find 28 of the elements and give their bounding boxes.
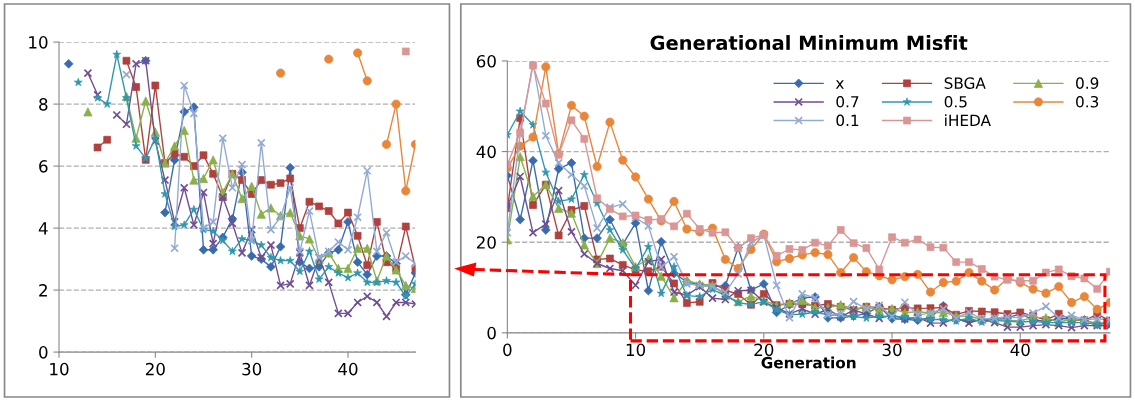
- y-tick-label: 6: [39, 160, 48, 173]
- legend-label: x: [835, 80, 844, 89]
- chart-title: Generational Minimum Misfit: [650, 35, 968, 51]
- x-axis-title: Generation: [761, 356, 856, 369]
- y-tick-label: 0: [487, 326, 496, 340]
- y-tick-label: 4: [38, 222, 48, 235]
- x-tick-label: 0: [503, 343, 512, 357]
- x-tick-label: 10: [626, 343, 646, 357]
- y-tick-label: 60: [476, 54, 496, 68]
- x-tick-label: 30: [242, 362, 262, 376]
- x-tick-label: 10: [50, 362, 69, 376]
- x-tick-label: 40: [338, 362, 358, 376]
- x-tick-label: 20: [145, 362, 165, 376]
- legend-label: SBGA: [944, 77, 986, 89]
- y-tick-label: 2: [39, 284, 47, 297]
- y-tick-label: 10: [29, 36, 48, 49]
- y-tick-label: 8: [39, 98, 48, 111]
- y-tick-label: 20: [476, 236, 496, 249]
- y-tick-label: 40: [476, 145, 496, 159]
- x-tick-label: 20: [754, 343, 774, 357]
- legend-label: 0.5: [944, 95, 967, 108]
- legend-label: 0.9: [1076, 77, 1099, 89]
- legend-label: iHEDA: [945, 114, 991, 126]
- legend-label: 0.3: [1076, 95, 1099, 108]
- x-tick-label: 30: [882, 343, 902, 357]
- legend-label: 0.7: [836, 95, 859, 108]
- legend-label: 0.1: [836, 114, 859, 127]
- x-tick-label: 40: [1010, 343, 1030, 357]
